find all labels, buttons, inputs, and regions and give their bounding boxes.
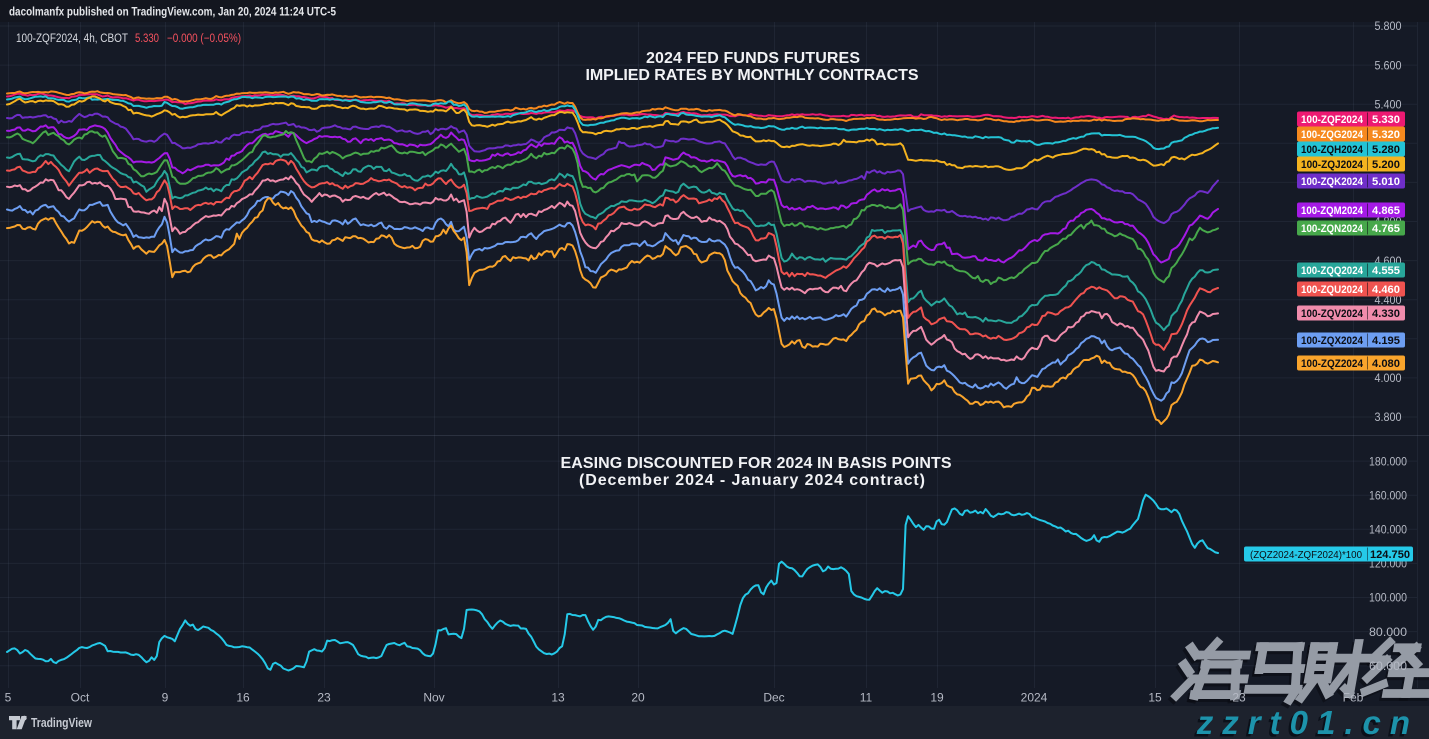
svg-text:60.000: 60.000 [1369, 659, 1407, 673]
svg-text:100-ZQX2024: 100-ZQX2024 [1301, 335, 1363, 347]
svg-text:2024: 2024 [1021, 691, 1048, 705]
svg-text:100-ZQU2024: 100-ZQU2024 [1301, 284, 1363, 296]
svg-text:100-ZQM2024: 100-ZQM2024 [1301, 205, 1363, 217]
svg-text:19: 19 [930, 691, 944, 705]
svg-text:dacolmanfx published on Tradin: dacolmanfx published on TradingView.com,… [9, 7, 337, 19]
svg-text:15: 15 [1148, 691, 1162, 705]
svg-text:EASING DISCOUNTED FOR 2024 IN: EASING DISCOUNTED FOR 2024 IN BASIS POIN… [561, 455, 952, 472]
svg-text:100-ZQF2024, 4h, CBOT: 100-ZQF2024, 4h, CBOT [16, 33, 128, 45]
svg-text:4.765: 4.765 [1372, 223, 1400, 235]
svg-text:20: 20 [631, 691, 645, 705]
svg-text:4.460: 4.460 [1372, 284, 1400, 296]
svg-text:(December 2024 - January 2024: (December 2024 - January 2024 contract) [579, 472, 925, 489]
svg-text:4.330: 4.330 [1372, 308, 1400, 320]
svg-text:(ZQZ2024-ZQF2024)*100: (ZQZ2024-ZQF2024)*100 [1250, 550, 1362, 561]
svg-text:23: 23 [1232, 691, 1246, 705]
svg-text:Oct: Oct [71, 691, 90, 705]
svg-text:140.000: 140.000 [1369, 523, 1407, 537]
svg-text:80.000: 80.000 [1369, 625, 1407, 639]
svg-text:TradingView: TradingView [31, 716, 92, 730]
svg-text:13: 13 [551, 691, 565, 705]
svg-text:4.865: 4.865 [1372, 205, 1400, 217]
svg-text:16: 16 [236, 691, 250, 705]
svg-text:5.800: 5.800 [1375, 19, 1402, 33]
svg-text:zzrt01.cn: zzrt01.cn [1196, 704, 1419, 739]
svg-text:4.080: 4.080 [1372, 358, 1400, 370]
svg-text:124.750: 124.750 [1370, 549, 1410, 561]
svg-text:zzrt01.cn: zzrt01.cn [1193, 707, 1416, 739]
svg-text:100-ZQG2024: 100-ZQG2024 [1301, 129, 1363, 141]
svg-text:2024 FED FUNDS FUTURES: 2024 FED FUNDS FUTURES [646, 50, 860, 67]
svg-text:4.555: 4.555 [1372, 265, 1400, 277]
svg-text:100-ZQJ2024: 100-ZQJ2024 [1301, 159, 1363, 171]
svg-text:5.320: 5.320 [1372, 129, 1400, 141]
svg-text:Feb: Feb [1343, 691, 1364, 705]
svg-text:160.000: 160.000 [1369, 488, 1407, 502]
svg-text:4.000: 4.000 [1375, 371, 1402, 385]
svg-text:5.330: 5.330 [135, 33, 159, 45]
svg-text:5.400: 5.400 [1375, 97, 1402, 111]
svg-text:100-ZQV2024: 100-ZQV2024 [1301, 308, 1363, 320]
svg-text:9: 9 [162, 691, 169, 705]
svg-text:23: 23 [317, 691, 331, 705]
svg-text:100-ZQQ2024: 100-ZQQ2024 [1301, 265, 1363, 277]
svg-text:5.200: 5.200 [1372, 159, 1400, 171]
svg-text:3.800: 3.800 [1375, 410, 1402, 424]
svg-text:180.000: 180.000 [1369, 454, 1407, 468]
svg-text:Nov: Nov [423, 691, 444, 705]
svg-text:5.330: 5.330 [1372, 114, 1400, 126]
svg-text:5.600: 5.600 [1375, 58, 1402, 72]
svg-text:100.000: 100.000 [1369, 591, 1407, 605]
svg-text:IMPLIED RATES BY MONTHLY CONTR: IMPLIED RATES BY MONTHLY CONTRACTS [586, 67, 919, 84]
svg-text:11: 11 [860, 691, 873, 705]
svg-text:5.010: 5.010 [1372, 176, 1400, 188]
svg-text:5: 5 [5, 691, 12, 705]
svg-text:5.280: 5.280 [1372, 144, 1400, 156]
svg-text:Dec: Dec [763, 691, 784, 705]
svg-text:100-ZQH2024: 100-ZQH2024 [1301, 144, 1363, 156]
svg-text:100-ZQF2024: 100-ZQF2024 [1301, 114, 1363, 126]
svg-text:100-ZQN2024: 100-ZQN2024 [1301, 223, 1363, 235]
svg-text:100-ZQZ2024: 100-ZQZ2024 [1301, 358, 1363, 370]
svg-text:100-ZQK2024: 100-ZQK2024 [1301, 176, 1363, 188]
svg-text:4.195: 4.195 [1372, 335, 1400, 347]
svg-text:−0.000 (−0.05%): −0.000 (−0.05%) [167, 33, 241, 45]
